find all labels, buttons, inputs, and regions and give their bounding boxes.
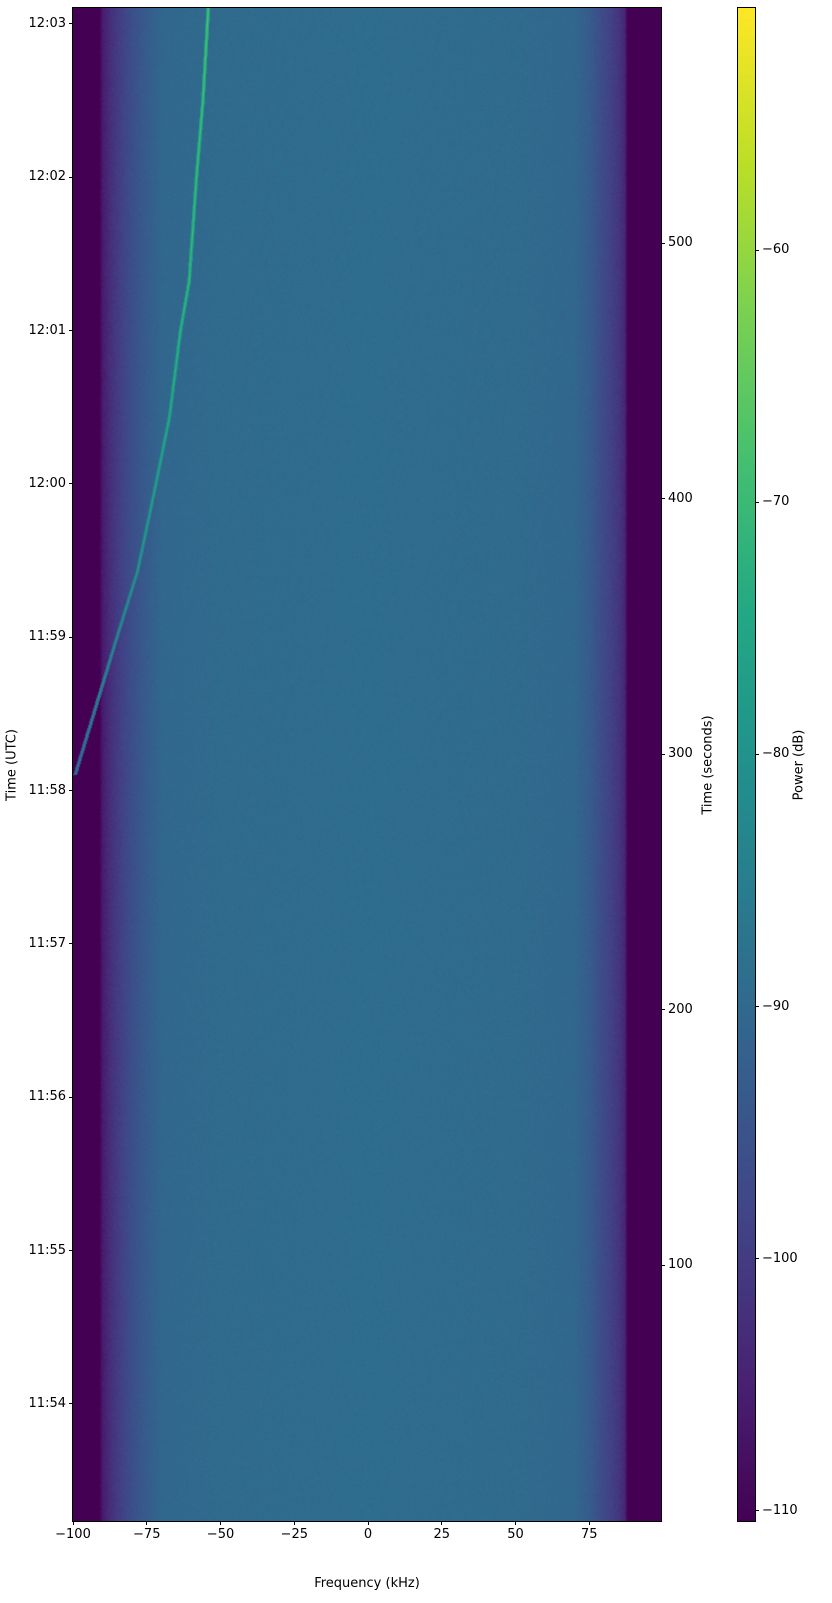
x-tick-label: −100 xyxy=(55,1527,91,1542)
y-tick-label-left: 11:58 xyxy=(28,782,66,798)
y-tick-left xyxy=(69,790,73,792)
colorbar-tick xyxy=(755,1006,759,1008)
colorbar-tick xyxy=(755,1510,759,1512)
y-tick-right xyxy=(661,498,665,500)
colorbar-tick xyxy=(755,249,759,251)
y-tick-left xyxy=(69,1096,73,1098)
colorbar-tick-label: −60 xyxy=(762,242,790,258)
y-tick-right xyxy=(661,753,665,755)
colorbar-tick xyxy=(755,753,759,755)
x-tick xyxy=(588,1521,590,1525)
y-tick-left xyxy=(69,23,73,25)
x-tick xyxy=(220,1521,222,1525)
y-axis-label-left: Time (UTC) xyxy=(4,729,20,801)
signal-track xyxy=(75,8,208,775)
x-tick-label: −75 xyxy=(133,1527,161,1542)
y-tick-label-left: 11:54 xyxy=(28,1395,66,1411)
x-tick xyxy=(515,1521,517,1525)
colorbar-tick-label: −110 xyxy=(762,1502,798,1518)
y-tick-label-left: 12:02 xyxy=(28,169,66,185)
y-tick-label-right: 400 xyxy=(668,490,693,506)
y-tick-label-right: 500 xyxy=(668,235,693,251)
colorbar-frame xyxy=(737,7,756,1522)
y-tick-label-left: 11:55 xyxy=(28,1242,66,1258)
x-tick xyxy=(293,1521,295,1525)
colorbar-tick xyxy=(755,1258,759,1260)
y-tick-label-left: 12:01 xyxy=(28,322,66,338)
y-tick-left xyxy=(69,1403,73,1405)
y-tick-left xyxy=(69,330,73,332)
y-tick-label-right: 200 xyxy=(668,1001,693,1017)
y-tick-label-left: 12:00 xyxy=(28,475,66,491)
colorbar-tick-label: −90 xyxy=(762,998,790,1014)
x-tick-label: −50 xyxy=(206,1527,235,1542)
y-tick-left xyxy=(69,176,73,178)
spectrogram-heatmap xyxy=(73,8,661,1521)
y-tick-right xyxy=(661,1264,665,1266)
colorbar-tick xyxy=(755,501,759,503)
y-tick-left xyxy=(69,636,73,638)
colorbar-label: Power (dB) xyxy=(791,729,807,801)
spectrogram-plot-area xyxy=(73,8,661,1521)
y-tick-label-right: 100 xyxy=(668,1257,693,1273)
y-tick-label-left: 11:56 xyxy=(28,1089,66,1105)
colorbar xyxy=(738,8,755,1521)
y-tick-left xyxy=(69,483,73,485)
signal-track-layer xyxy=(73,8,661,1521)
y-tick-right xyxy=(661,1009,665,1011)
y-tick-left xyxy=(69,943,73,945)
y-tick-left xyxy=(69,1250,73,1252)
y-tick-label-right: 300 xyxy=(668,746,693,762)
x-tick-label: 50 xyxy=(507,1527,524,1542)
colorbar-tick-label: −80 xyxy=(762,746,790,762)
x-tick-label: 0 xyxy=(363,1527,373,1542)
x-tick xyxy=(146,1521,148,1525)
x-tick-label: 25 xyxy=(433,1527,451,1542)
y-tick-label-left: 12:03 xyxy=(28,15,66,31)
x-tick xyxy=(441,1521,443,1525)
y-tick-label-left: 11:59 xyxy=(28,629,66,645)
y-tick-label-left: 11:57 xyxy=(28,935,66,951)
x-tick xyxy=(367,1521,369,1525)
x-tick-label: −25 xyxy=(280,1527,308,1542)
y-tick-right xyxy=(661,242,665,244)
x-axis-label: Frequency (kHz) xyxy=(314,1576,420,1591)
colorbar-tick-label: −70 xyxy=(762,494,790,510)
x-tick-label: 75 xyxy=(581,1527,598,1542)
colorbar-tick-label: −100 xyxy=(762,1250,798,1266)
x-tick xyxy=(72,1521,74,1525)
y-axis-label-right: Time (seconds) xyxy=(700,715,716,815)
